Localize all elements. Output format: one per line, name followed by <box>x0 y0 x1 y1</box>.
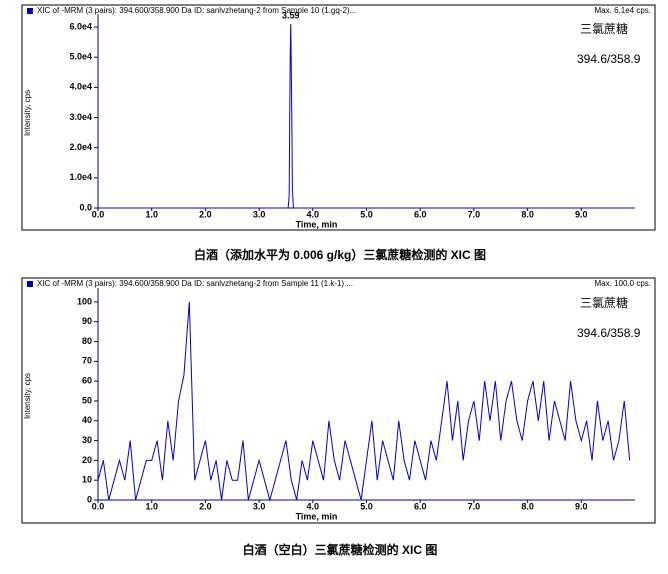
x-tick-label: 5.0 <box>360 501 373 511</box>
y-tick-label: 3.0e4 <box>69 112 92 122</box>
y-tick-label: 10 <box>82 475 92 485</box>
y-tick-label: 4.0e4 <box>69 82 92 92</box>
x-tick-label: 9.0 <box>575 209 588 219</box>
chart-frame <box>21 277 656 524</box>
y-tick-label: 100 <box>77 296 92 306</box>
x-tick-label: 3.0 <box>253 209 266 219</box>
x-tick-label: 7.0 <box>468 209 481 219</box>
transition-label: 394.6/358.9 <box>577 326 641 340</box>
y-axis-label: Intensity, cps <box>23 373 32 419</box>
x-tick-label: 4.0 <box>307 501 320 511</box>
y-tick-label: 2.0e4 <box>69 142 92 152</box>
trace <box>98 24 635 209</box>
y-tick-label: 40 <box>82 415 92 425</box>
max-label: Max. 100.0 cps. <box>595 279 651 288</box>
y-tick-label: 1.0e4 <box>69 172 92 182</box>
max-label: Max. 6.1e4 cps. <box>595 6 651 15</box>
y-tick-label: 5.0e4 <box>69 52 92 62</box>
y-tick-label: 80 <box>82 336 92 346</box>
y-axis-label: Intensity, cps <box>23 90 32 136</box>
x-tick-label: 2.0 <box>199 501 212 511</box>
x-axis-label: Time, min <box>296 219 338 229</box>
trace <box>97 301 631 502</box>
caption: 白酒（添加水平为 0.006 g/kg）三氯蔗糖检测的 XIC 图 <box>194 247 486 262</box>
y-tick-label: 30 <box>82 435 92 445</box>
y-tick-label: 6.0e4 <box>69 21 92 31</box>
compound-label: 三氯蔗糖 <box>580 295 628 310</box>
x-tick-label: 8.0 <box>521 209 534 219</box>
chart-frame <box>21 4 656 231</box>
x-tick-label: 1.0 <box>145 209 158 219</box>
x-tick-label: 6.0 <box>414 501 427 511</box>
x-tick-label: 6.0 <box>414 209 427 219</box>
x-tick-label: 0.0 <box>92 209 105 219</box>
y-tick-label: 60 <box>82 376 92 386</box>
y-tick-label: 0 <box>87 494 92 504</box>
chart-header: XIC of -MRM (3 pairs): 394.600/358.900 D… <box>37 279 353 288</box>
x-tick-label: 9.0 <box>575 501 588 511</box>
x-tick-label: 3.0 <box>253 501 266 511</box>
y-tick-label: 20 <box>82 455 92 465</box>
x-tick-label: 5.0 <box>360 209 373 219</box>
x-axis-label: Time, min <box>296 511 338 521</box>
header-marker <box>27 281 33 287</box>
peak-label: 3.59 <box>282 10 300 20</box>
y-tick-label: 50 <box>82 395 92 405</box>
y-tick-label: 0.0 <box>79 202 92 212</box>
x-tick-label: 8.0 <box>521 501 534 511</box>
x-tick-label: 7.0 <box>468 501 481 511</box>
chart-header: XIC of -MRM (3 pairs): 394.600/358.900 D… <box>37 6 356 15</box>
x-tick-label: 1.0 <box>145 501 158 511</box>
x-tick-label: 4.0 <box>307 209 320 219</box>
x-tick-label: 0.0 <box>92 501 105 511</box>
x-tick-label: 2.0 <box>199 209 212 219</box>
compound-label: 三氯蔗糖 <box>580 21 628 36</box>
y-tick-label: 90 <box>82 316 92 326</box>
y-tick-label: 70 <box>82 356 92 366</box>
caption: 白酒（空白）三氯蔗糖检测的 XIC 图 <box>243 542 438 557</box>
header-marker <box>27 8 33 14</box>
transition-label: 394.6/358.9 <box>577 52 641 66</box>
